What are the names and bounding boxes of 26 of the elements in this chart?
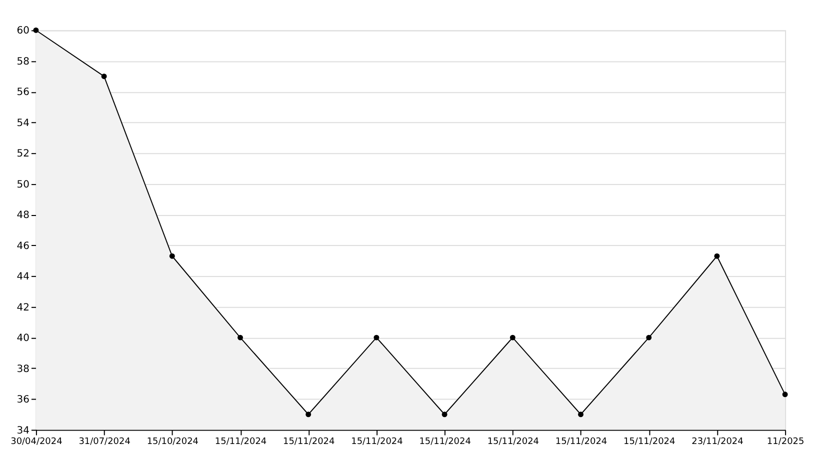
x-tick-label: 15/11/2024: [419, 437, 472, 448]
y-tick-label: 40: [16, 333, 30, 344]
y-tick-label: 60: [16, 26, 30, 37]
x-tick-label: 15/11/2024: [624, 437, 676, 448]
x-tick-label: 30/04/2024: [10, 437, 63, 448]
y-tick-label: 34: [16, 425, 30, 436]
y-tick-label: 38: [16, 364, 30, 375]
y-tick-label: 58: [16, 56, 30, 68]
x-tick-label: 15/11/2024: [487, 437, 540, 448]
y-tick-label: 42: [16, 302, 30, 314]
x-tick-label: 15/11/2024: [555, 437, 608, 448]
y-tick-label: 44: [16, 272, 30, 283]
x-tick-label: 11/2025: [766, 437, 804, 448]
x-tick-label: 15/11/2024: [214, 437, 267, 448]
y-tick-label: 46: [16, 240, 30, 252]
x-tick-label: 15/11/2024: [351, 437, 404, 448]
x-tick-label: 23/11/2024: [692, 437, 744, 448]
x-tick-label: 15/10/2024: [146, 437, 199, 448]
y-tick-label: 48: [16, 210, 30, 222]
y-tick-label: 52: [16, 148, 30, 160]
y-tick-label: 54: [16, 118, 30, 129]
y-tick-label: 36: [16, 394, 30, 406]
y-tick-label: 56: [16, 87, 30, 98]
y-tick-label: 50: [16, 179, 30, 190]
x-tick-label: 15/11/2024: [283, 437, 335, 448]
x-tick-label: 31/07/2024: [78, 437, 131, 448]
